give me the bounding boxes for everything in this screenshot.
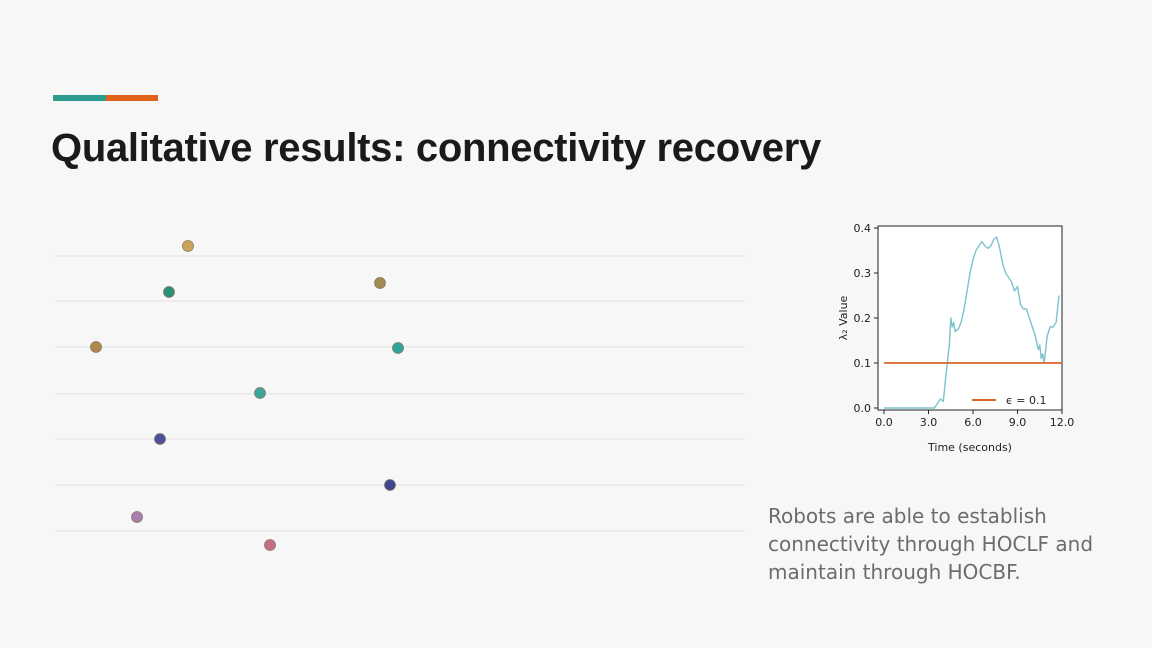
robot-dot [154,433,166,445]
x-tick-label: 3.0 [920,416,938,429]
caption-line: maintain through HOCBF. [768,560,1021,584]
robot-dot [90,341,102,353]
y-tick-label: 0.1 [854,357,872,370]
plot-frame [877,225,1063,411]
accent-bar-orange [106,95,158,101]
robot-dot [384,479,396,491]
y-axis-label: λ₂ Value [837,295,850,340]
x-tick-label: 9.0 [1009,416,1027,429]
robot-dot [264,539,276,551]
x-tick-label: 12.0 [1050,416,1074,429]
y-tick-label: 0.0 [854,402,872,415]
slide-title: Qualitative results: connectivity recove… [51,126,821,170]
x-tick-label: 0.0 [875,416,893,429]
lambda2-chart: 0.0 3.0 6.0 9.0 12.0 0.0 0.1 0.2 0.3 0.4 Time (se… [837,222,1074,454]
robot-dot [182,240,194,252]
legend-label: ϵ = 0.1 [1006,394,1046,407]
robot-dot [392,342,404,354]
y-tick-label: 0.2 [854,312,872,325]
x-axis-label: Time (seconds) [927,441,1012,454]
y-tick-label: 0.3 [854,267,872,280]
accent-bar-teal [53,95,106,101]
robot-dot [254,387,266,399]
caption-line: connectivity through HOCLF and [768,532,1094,556]
caption-line: Robots are able to establish [768,504,1047,528]
robot-dot [131,511,143,523]
y-tick-label: 0.4 [854,222,872,235]
robot-simulation [55,240,745,551]
robot-dot [374,277,386,289]
caption: Robots are able to establish connectivit… [768,502,1128,586]
robot-dot [163,286,175,298]
lambda2-line [884,236,1060,409]
x-tick-label: 6.0 [964,416,982,429]
